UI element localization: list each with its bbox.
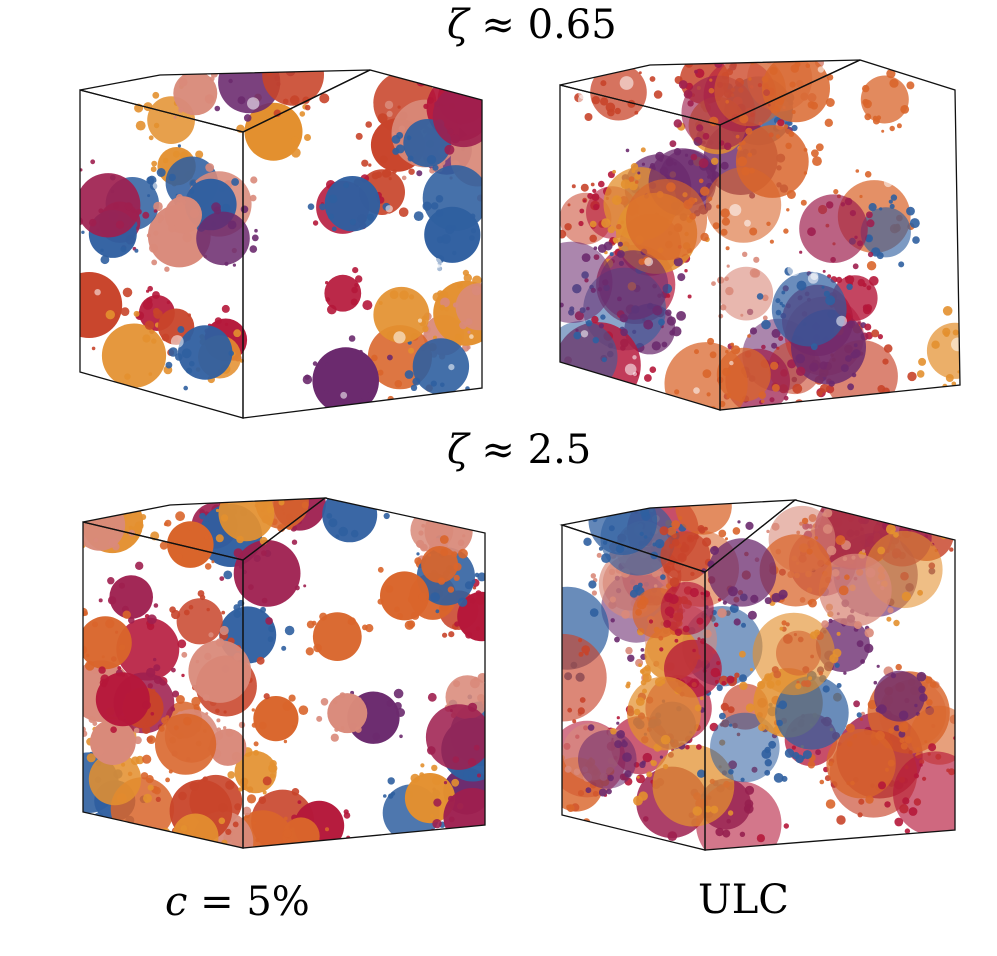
cube-snapshot-bottom-left — [82, 497, 486, 849]
cube-snapshot-bottom-right — [559, 499, 956, 851]
column-label-left: c = 5% — [165, 879, 310, 925]
column-label-right: ULC — [698, 877, 789, 923]
polymer-clusters — [80, 70, 482, 414]
zeta-label-bottom: ζ ≈ 2.5 — [447, 427, 592, 473]
polymer-clusters — [83, 498, 485, 848]
cube-edges — [82, 497, 486, 849]
cube-snapshot-top-left — [79, 69, 483, 419]
cube-edges — [79, 69, 483, 419]
cube-snapshot-top-right — [559, 59, 961, 411]
polymer-clusters — [560, 60, 960, 410]
zeta-label-top: ζ ≈ 0.65 — [447, 2, 617, 48]
polymer-clusters — [562, 500, 955, 850]
cube-edges — [559, 59, 961, 411]
cube-edges — [559, 499, 956, 851]
